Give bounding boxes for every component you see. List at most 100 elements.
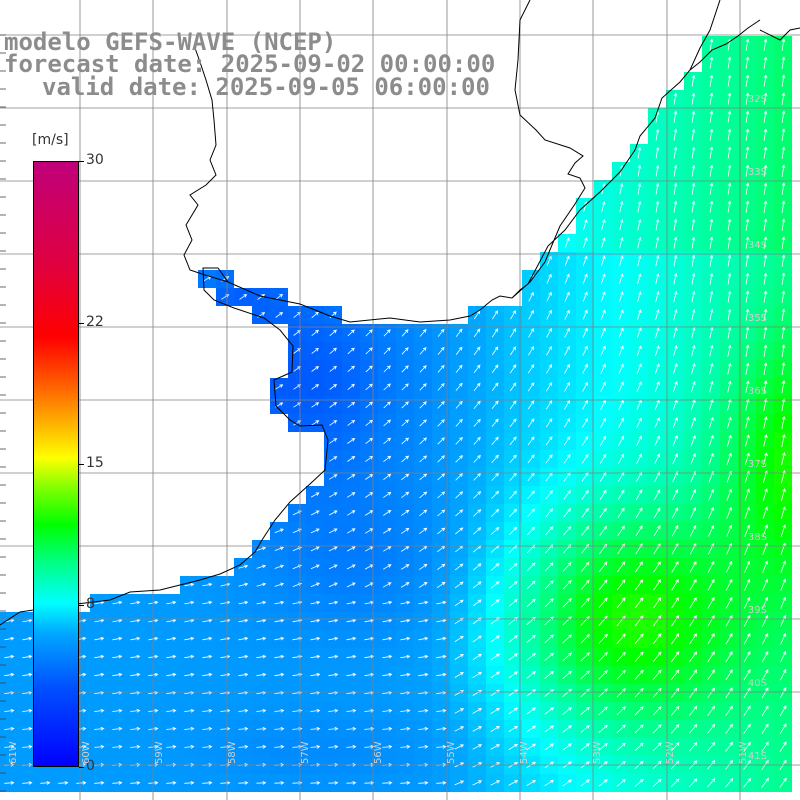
wind-vector-arrow: [725, 578, 733, 591]
wind-vector-arrow: [22, 726, 33, 731]
wind-vector-arrow: [671, 615, 680, 627]
wind-vector-arrow: [346, 528, 356, 534]
wind-vector-arrow: [763, 308, 768, 321]
wind-vector-arrow: [726, 416, 732, 429]
wind-vector-arrow: [745, 290, 750, 303]
wind-vector-arrow: [616, 615, 626, 627]
wind-vector-arrow: [616, 779, 626, 787]
wind-vector-arrow: [600, 417, 606, 428]
wind-vector-arrow: [130, 708, 141, 713]
wind-vector-arrow: [274, 546, 284, 551]
wind-vector-arrow: [544, 598, 554, 608]
wind-vector-arrow: [400, 618, 411, 623]
wind-vector-arrow: [202, 781, 213, 785]
wind-vector-arrow: [490, 581, 500, 589]
wind-vector-arrow: [744, 560, 751, 573]
wind-vector-arrow: [455, 437, 463, 445]
wind-vector-arrow: [328, 708, 339, 713]
wind-vector-arrow: [690, 435, 696, 447]
wind-vector-arrow: [418, 654, 429, 659]
wind-vector-arrow: [637, 255, 642, 267]
wind-vector-arrow: [184, 744, 195, 749]
wind-vector-arrow: [454, 599, 464, 607]
wind-vector-arrow: [401, 401, 409, 409]
wind-vector-arrow: [528, 291, 534, 302]
wind-vector-arrow: [546, 291, 552, 302]
wind-vector-arrow: [545, 418, 553, 428]
wind-vector-arrow: [238, 708, 249, 713]
wind-vector-arrow: [346, 708, 357, 713]
wind-vector-arrow: [727, 218, 732, 231]
wind-vector-arrow: [94, 654, 105, 659]
wind-vector-arrow: [130, 618, 141, 623]
wind-vector-arrow: [781, 362, 786, 376]
wind-vector-arrow: [673, 344, 678, 357]
wind-vector-arrow: [618, 363, 624, 374]
wind-vector-arrow: [509, 490, 517, 499]
wind-vector-arrow: [94, 708, 105, 713]
wind-vector-arrow: [436, 781, 447, 785]
wind-vector-arrow: [636, 363, 642, 375]
wind-vector-arrow: [454, 708, 465, 714]
wind-vector-arrow: [528, 345, 535, 356]
wind-vector-arrow: [328, 781, 339, 785]
wind-vector-arrow: [726, 506, 732, 519]
wind-vector-arrow: [763, 164, 768, 177]
wind-vector-arrow: [763, 200, 768, 213]
wind-vector-arrow: [637, 236, 642, 249]
wind-vector-arrow: [744, 542, 751, 555]
wind-vector-arrow: [491, 364, 499, 374]
wind-vector-arrow: [184, 636, 195, 641]
wind-vector-arrow: [256, 600, 267, 605]
wind-vector-arrow: [490, 653, 500, 661]
wind-vector-arrow: [544, 634, 554, 644]
wind-vector-arrow: [112, 781, 123, 785]
wind-vector-arrow: [40, 781, 51, 785]
wind-vector-arrow: [691, 290, 696, 303]
wind-vector-arrow: [780, 650, 787, 663]
wind-vector-arrow: [166, 744, 177, 749]
latitude-label: 39S: [747, 605, 767, 616]
wind-vector-arrow: [364, 654, 375, 659]
wind-vector-arrow: [689, 687, 698, 698]
wind-vector-arrow: [527, 400, 535, 410]
wind-vector-arrow: [653, 561, 661, 573]
wind-vector-arrow: [238, 726, 249, 731]
wind-vector-arrow: [655, 218, 660, 231]
wind-vector-arrow: [526, 652, 536, 661]
wind-vector-arrow: [491, 328, 499, 338]
wind-vector-arrow: [166, 708, 177, 713]
wind-vector-arrow: [580, 706, 590, 716]
wind-vector-arrow: [346, 636, 357, 641]
wind-vector-arrow: [401, 491, 410, 499]
wind-vector-arrow: [76, 781, 87, 785]
wind-vector-arrow: [673, 164, 678, 177]
wind-vector-arrow: [472, 671, 483, 679]
wind-vector-arrow: [654, 345, 660, 357]
wind-vector-arrow: [763, 272, 768, 285]
wind-vector-arrow: [311, 402, 320, 408]
wind-vector-arrow: [364, 636, 375, 641]
wind-vector-arrow: [184, 672, 195, 677]
wind-vector-arrow: [652, 669, 662, 680]
wind-vector-arrow: [419, 419, 427, 427]
wind-vector-arrow: [454, 563, 464, 571]
wind-vector-arrow: [581, 525, 590, 536]
wind-vector-arrow: [618, 381, 624, 392]
wind-vector-arrow: [708, 488, 714, 501]
wind-vector-arrow: [654, 435, 660, 447]
wind-vector-arrow: [670, 651, 680, 663]
longitude-label: 60W: [81, 741, 92, 764]
wind-vector-arrow: [310, 546, 320, 552]
wind-vector-arrow: [112, 654, 123, 659]
wind-vector-arrow: [727, 254, 732, 267]
wind-vector-arrow: [546, 363, 553, 374]
wind-vector-arrow: [564, 327, 570, 338]
wind-vector-arrow: [4, 781, 15, 785]
wind-vector-arrow: [437, 437, 445, 445]
wind-vector-arrow: [673, 290, 678, 303]
wind-vector-arrow: [763, 344, 768, 357]
wind-vector-arrow: [166, 781, 177, 785]
wind-vector-arrow: [508, 707, 518, 715]
wind-vector-arrow: [688, 742, 698, 752]
